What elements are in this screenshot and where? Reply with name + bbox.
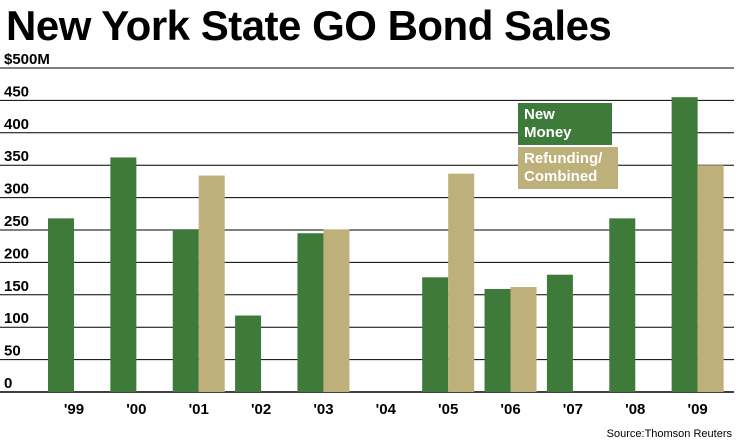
source-note: Source:Thomson Reuters [606, 428, 732, 440]
x-tick-label: '02 [251, 401, 271, 418]
bar-refunding-combined [323, 229, 350, 392]
y-tick-label: 50 [4, 343, 21, 360]
y-tick-label: 450 [4, 83, 29, 100]
bar-new-money [609, 218, 636, 392]
x-tick-label: '00 [126, 401, 146, 418]
bar-new-money [235, 315, 262, 392]
bar-new-money [48, 218, 74, 392]
bar-new-money [671, 97, 698, 392]
x-axis-ticks: '99 '00 '01 '02 '03 '04 '05 '06 '07 '08 '09 [64, 401, 708, 418]
x-tick-label: '06 [500, 401, 520, 418]
bar-new-money [484, 288, 511, 392]
bar-new-money [172, 230, 199, 392]
x-tick-label: '09 [688, 401, 708, 418]
x-tick-label: '03 [313, 401, 333, 418]
legend-new-money: New Money [518, 103, 612, 145]
x-tick-label: '08 [625, 401, 645, 418]
bar-refunding-combined [448, 173, 475, 392]
y-tick-label: $500M [4, 51, 50, 68]
bar-refunding-combined [198, 175, 225, 392]
bar-new-money [422, 277, 449, 392]
bar-new-money [110, 157, 137, 392]
y-axis-ticks: $500M 450 400 350 300 250 200 150 100 50 0 [4, 51, 50, 392]
x-tick-label: '99 [64, 401, 84, 418]
chart-title: New York State GO Bond Sales [6, 2, 612, 49]
bars [48, 97, 724, 392]
legend-refunding-combined: Refunding/Combined [518, 147, 618, 189]
bar-new-money [546, 274, 573, 392]
y-tick-label: 150 [4, 278, 29, 295]
bar-refunding-combined [697, 165, 724, 392]
bar-new-money [297, 233, 324, 392]
bar-refunding-combined [510, 287, 537, 392]
x-tick-label: '07 [563, 401, 583, 418]
y-tick-label: 300 [4, 181, 29, 198]
y-tick-label: 200 [4, 245, 29, 262]
x-tick-label: '04 [376, 401, 397, 418]
legend: New Money Refunding/Combined [518, 103, 618, 189]
x-tick-label: '01 [189, 401, 209, 418]
y-tick-label: 350 [4, 148, 29, 165]
y-tick-label: 100 [4, 310, 29, 327]
y-tick-label: 400 [4, 116, 29, 133]
y-tick-label: 0 [4, 375, 12, 392]
y-tick-label: 250 [4, 213, 29, 230]
x-tick-label: '05 [438, 401, 458, 418]
